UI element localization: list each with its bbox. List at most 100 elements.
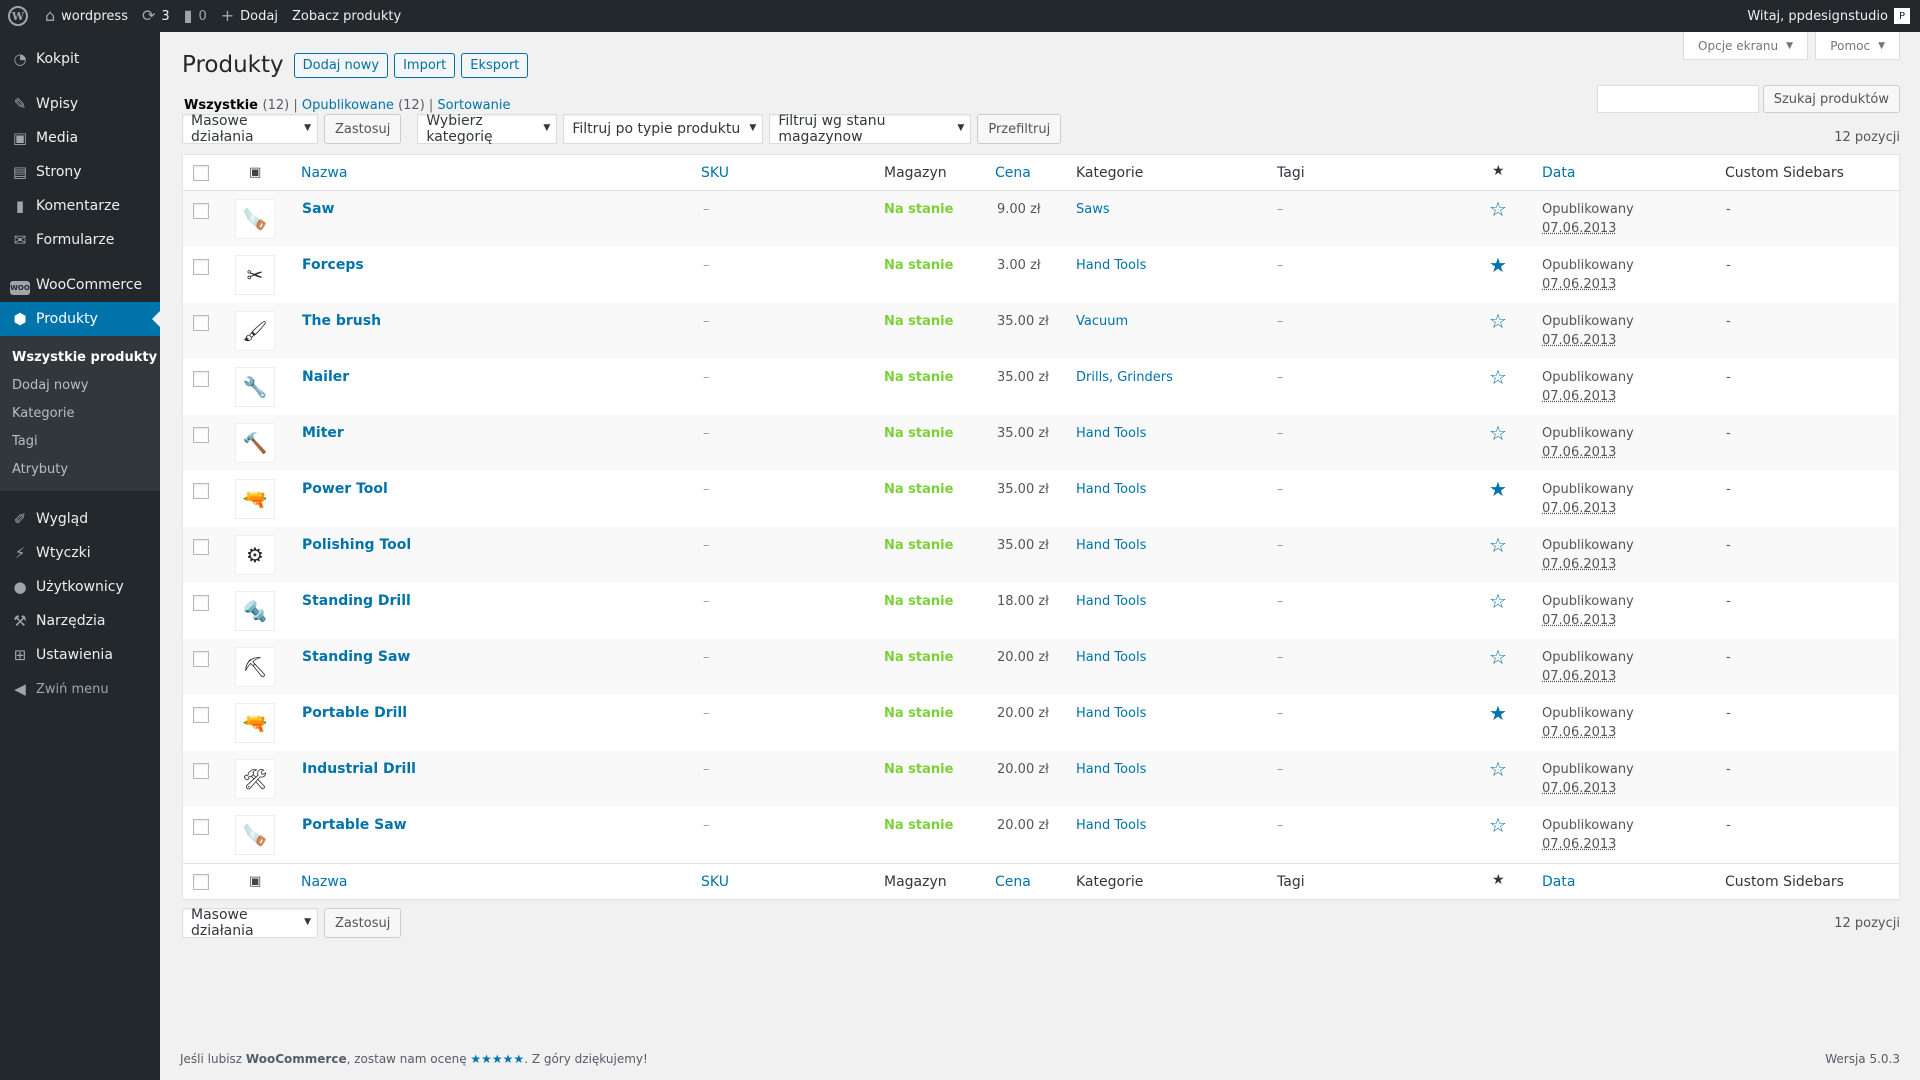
product-type-filter-select[interactable]: Filtruj po typie produktu ▼: [563, 114, 764, 144]
screen-options-button[interactable]: Opcje ekranu ▼: [1683, 32, 1808, 60]
product-category-link[interactable]: Hand Tools: [1076, 762, 1147, 777]
sidebar-item-strony[interactable]: ▤ Strony: [0, 155, 160, 189]
product-thumbnail[interactable]: ⚙: [235, 535, 275, 575]
comments-link[interactable]: ▮ 0: [177, 0, 214, 32]
sidebar-item-woocommerce[interactable]: WOO WooCommerce: [10, 277, 143, 295]
column-price[interactable]: Cena: [995, 165, 1031, 181]
product-name-link[interactable]: Saw: [302, 201, 335, 217]
product-thumbnail[interactable]: 🔫: [235, 479, 275, 519]
stock-status-filter-select[interactable]: Filtruj wg stanu magazynow ▼: [769, 113, 972, 145]
submenu-categories[interactable]: Kategorie: [12, 405, 75, 421]
product-category-link[interactable]: Saws: [1076, 202, 1110, 217]
row-checkbox[interactable]: [193, 203, 209, 219]
row-checkbox[interactable]: [193, 707, 209, 723]
product-category-link[interactable]: Drills, Grinders: [1076, 370, 1173, 385]
row-checkbox[interactable]: [193, 427, 209, 443]
featured-star-empty-icon[interactable]: ☆: [1489, 757, 1507, 781]
product-category-link[interactable]: Hand Tools: [1076, 818, 1147, 833]
product-name-link[interactable]: The brush: [302, 313, 382, 329]
sidebar-item-media[interactable]: ▣ Media: [0, 121, 160, 155]
product-category-link[interactable]: Hand Tools: [1076, 650, 1147, 665]
featured-star-empty-icon[interactable]: ☆: [1489, 421, 1507, 445]
product-thumbnail[interactable]: ⛏: [235, 647, 275, 687]
featured-star-empty-icon[interactable]: ☆: [1489, 197, 1507, 221]
row-checkbox[interactable]: [193, 371, 209, 387]
bulk-actions-select[interactable]: Masowe działania ▼: [182, 113, 318, 145]
help-button[interactable]: Pomoc ▼: [1815, 32, 1900, 60]
product-category-link[interactable]: Hand Tools: [1076, 482, 1147, 497]
featured-star-empty-icon[interactable]: ☆: [1489, 589, 1507, 613]
product-category-link[interactable]: Hand Tools: [1076, 594, 1147, 609]
column-price[interactable]: Cena: [995, 874, 1031, 890]
product-category-link[interactable]: Hand Tools: [1076, 258, 1147, 273]
select-all-checkbox[interactable]: [193, 165, 209, 181]
sidebar-item-produkty[interactable]: ⬢ Produkty: [0, 302, 160, 336]
sidebar-item-wyglad[interactable]: ✐ Wygląd: [0, 502, 160, 536]
filter-button[interactable]: Przefiltruj: [977, 114, 1062, 144]
column-sku[interactable]: SKU: [701, 165, 729, 181]
product-thumbnail[interactable]: 🖌: [235, 311, 275, 351]
row-checkbox[interactable]: [193, 651, 209, 667]
bulk-actions-select-bottom[interactable]: Masowe działania ▼: [182, 907, 318, 939]
product-thumbnail[interactable]: 🔩: [235, 591, 275, 631]
product-thumbnail[interactable]: 🔫: [235, 703, 275, 743]
sidebar-item-formularze[interactable]: ✉ Formularze: [0, 223, 160, 257]
import-button[interactable]: Import: [394, 52, 456, 78]
sidebar-item-komentarze[interactable]: ▮ Komentarze: [0, 189, 160, 223]
updates-link[interactable]: ⟳ 3: [135, 0, 177, 32]
product-name-link[interactable]: Standing Drill: [302, 593, 411, 609]
featured-star-filled-icon[interactable]: ★: [1489, 253, 1507, 277]
featured-star-filled-icon[interactable]: ★: [1489, 477, 1507, 501]
column-date[interactable]: Data: [1542, 165, 1576, 181]
product-name-link[interactable]: Portable Saw: [302, 817, 407, 833]
product-name-link[interactable]: Polishing Tool: [302, 537, 412, 553]
site-name-link[interactable]: ⌂ wordpress: [38, 0, 135, 32]
product-name-link[interactable]: Standing Saw: [302, 649, 411, 665]
sidebar-item-narzedzia[interactable]: ⚒ Narzędzia: [0, 604, 160, 638]
rating-link[interactable]: ★★★★★: [470, 1052, 525, 1066]
sidebar-item-ustawienia[interactable]: ⊞ Ustawienia: [0, 638, 160, 672]
product-name-link[interactable]: Forceps: [302, 257, 364, 273]
featured-star-empty-icon[interactable]: ☆: [1489, 813, 1507, 837]
featured-column-icon[interactable]: ★: [1492, 872, 1505, 888]
export-button[interactable]: Eksport: [461, 52, 529, 78]
column-name[interactable]: Nazwa: [301, 165, 348, 181]
product-name-link[interactable]: Power Tool: [302, 481, 388, 497]
product-name-link[interactable]: Miter: [302, 425, 344, 441]
view-products-link[interactable]: Zobacz produkty: [285, 0, 408, 32]
product-thumbnail[interactable]: 🪚: [235, 199, 275, 239]
sidebar-item-wtyczki[interactable]: ⚡ Wtyczki: [0, 536, 160, 570]
row-checkbox[interactable]: [193, 595, 209, 611]
select-all-checkbox[interactable]: [193, 874, 209, 890]
featured-star-empty-icon[interactable]: ☆: [1489, 365, 1507, 389]
product-thumbnail[interactable]: ✂: [235, 255, 275, 295]
product-category-link[interactable]: Vacuum: [1076, 314, 1129, 329]
column-sku[interactable]: SKU: [701, 874, 729, 890]
row-checkbox[interactable]: [193, 763, 209, 779]
wp-logo-button[interactable]: W: [0, 0, 38, 32]
submenu-attributes[interactable]: Atrybuty: [12, 461, 69, 477]
product-name-link[interactable]: Nailer: [302, 369, 350, 385]
product-thumbnail[interactable]: 🔨: [235, 423, 275, 463]
my-account-link[interactable]: Witaj, ppdesignstudio P: [1740, 0, 1920, 32]
column-date[interactable]: Data: [1542, 874, 1576, 890]
column-name[interactable]: Nazwa: [301, 874, 348, 890]
view-published-link[interactable]: Opublikowane (12): [301, 98, 425, 113]
sidebar-item-wpisy[interactable]: ✎ Wpisy: [0, 87, 160, 121]
search-products-button[interactable]: Szukaj produktów: [1762, 85, 1900, 113]
search-input[interactable]: [1596, 85, 1759, 113]
product-category-link[interactable]: Hand Tools: [1076, 706, 1147, 721]
collapse-menu-button[interactable]: ◀ Zwiń menu: [0, 672, 160, 706]
featured-column-icon[interactable]: ★: [1492, 163, 1505, 179]
submenu-all-products[interactable]: Wszystkie produkty: [12, 349, 158, 365]
featured-star-empty-icon[interactable]: ☆: [1489, 533, 1507, 557]
product-category-link[interactable]: Hand Tools: [1076, 426, 1147, 441]
row-checkbox[interactable]: [193, 315, 209, 331]
apply-button[interactable]: Zastosuj: [324, 114, 402, 144]
apply-button-bottom[interactable]: Zastosuj: [324, 908, 402, 938]
featured-star-filled-icon[interactable]: ★: [1489, 701, 1507, 725]
add-new-button[interactable]: Dodaj nowy: [293, 52, 389, 78]
submenu-tags[interactable]: Tagi: [12, 433, 38, 449]
product-name-link[interactable]: Portable Drill: [302, 705, 408, 721]
sidebar-item-uzytkownicy[interactable]: ● Użytkownicy: [0, 570, 160, 604]
